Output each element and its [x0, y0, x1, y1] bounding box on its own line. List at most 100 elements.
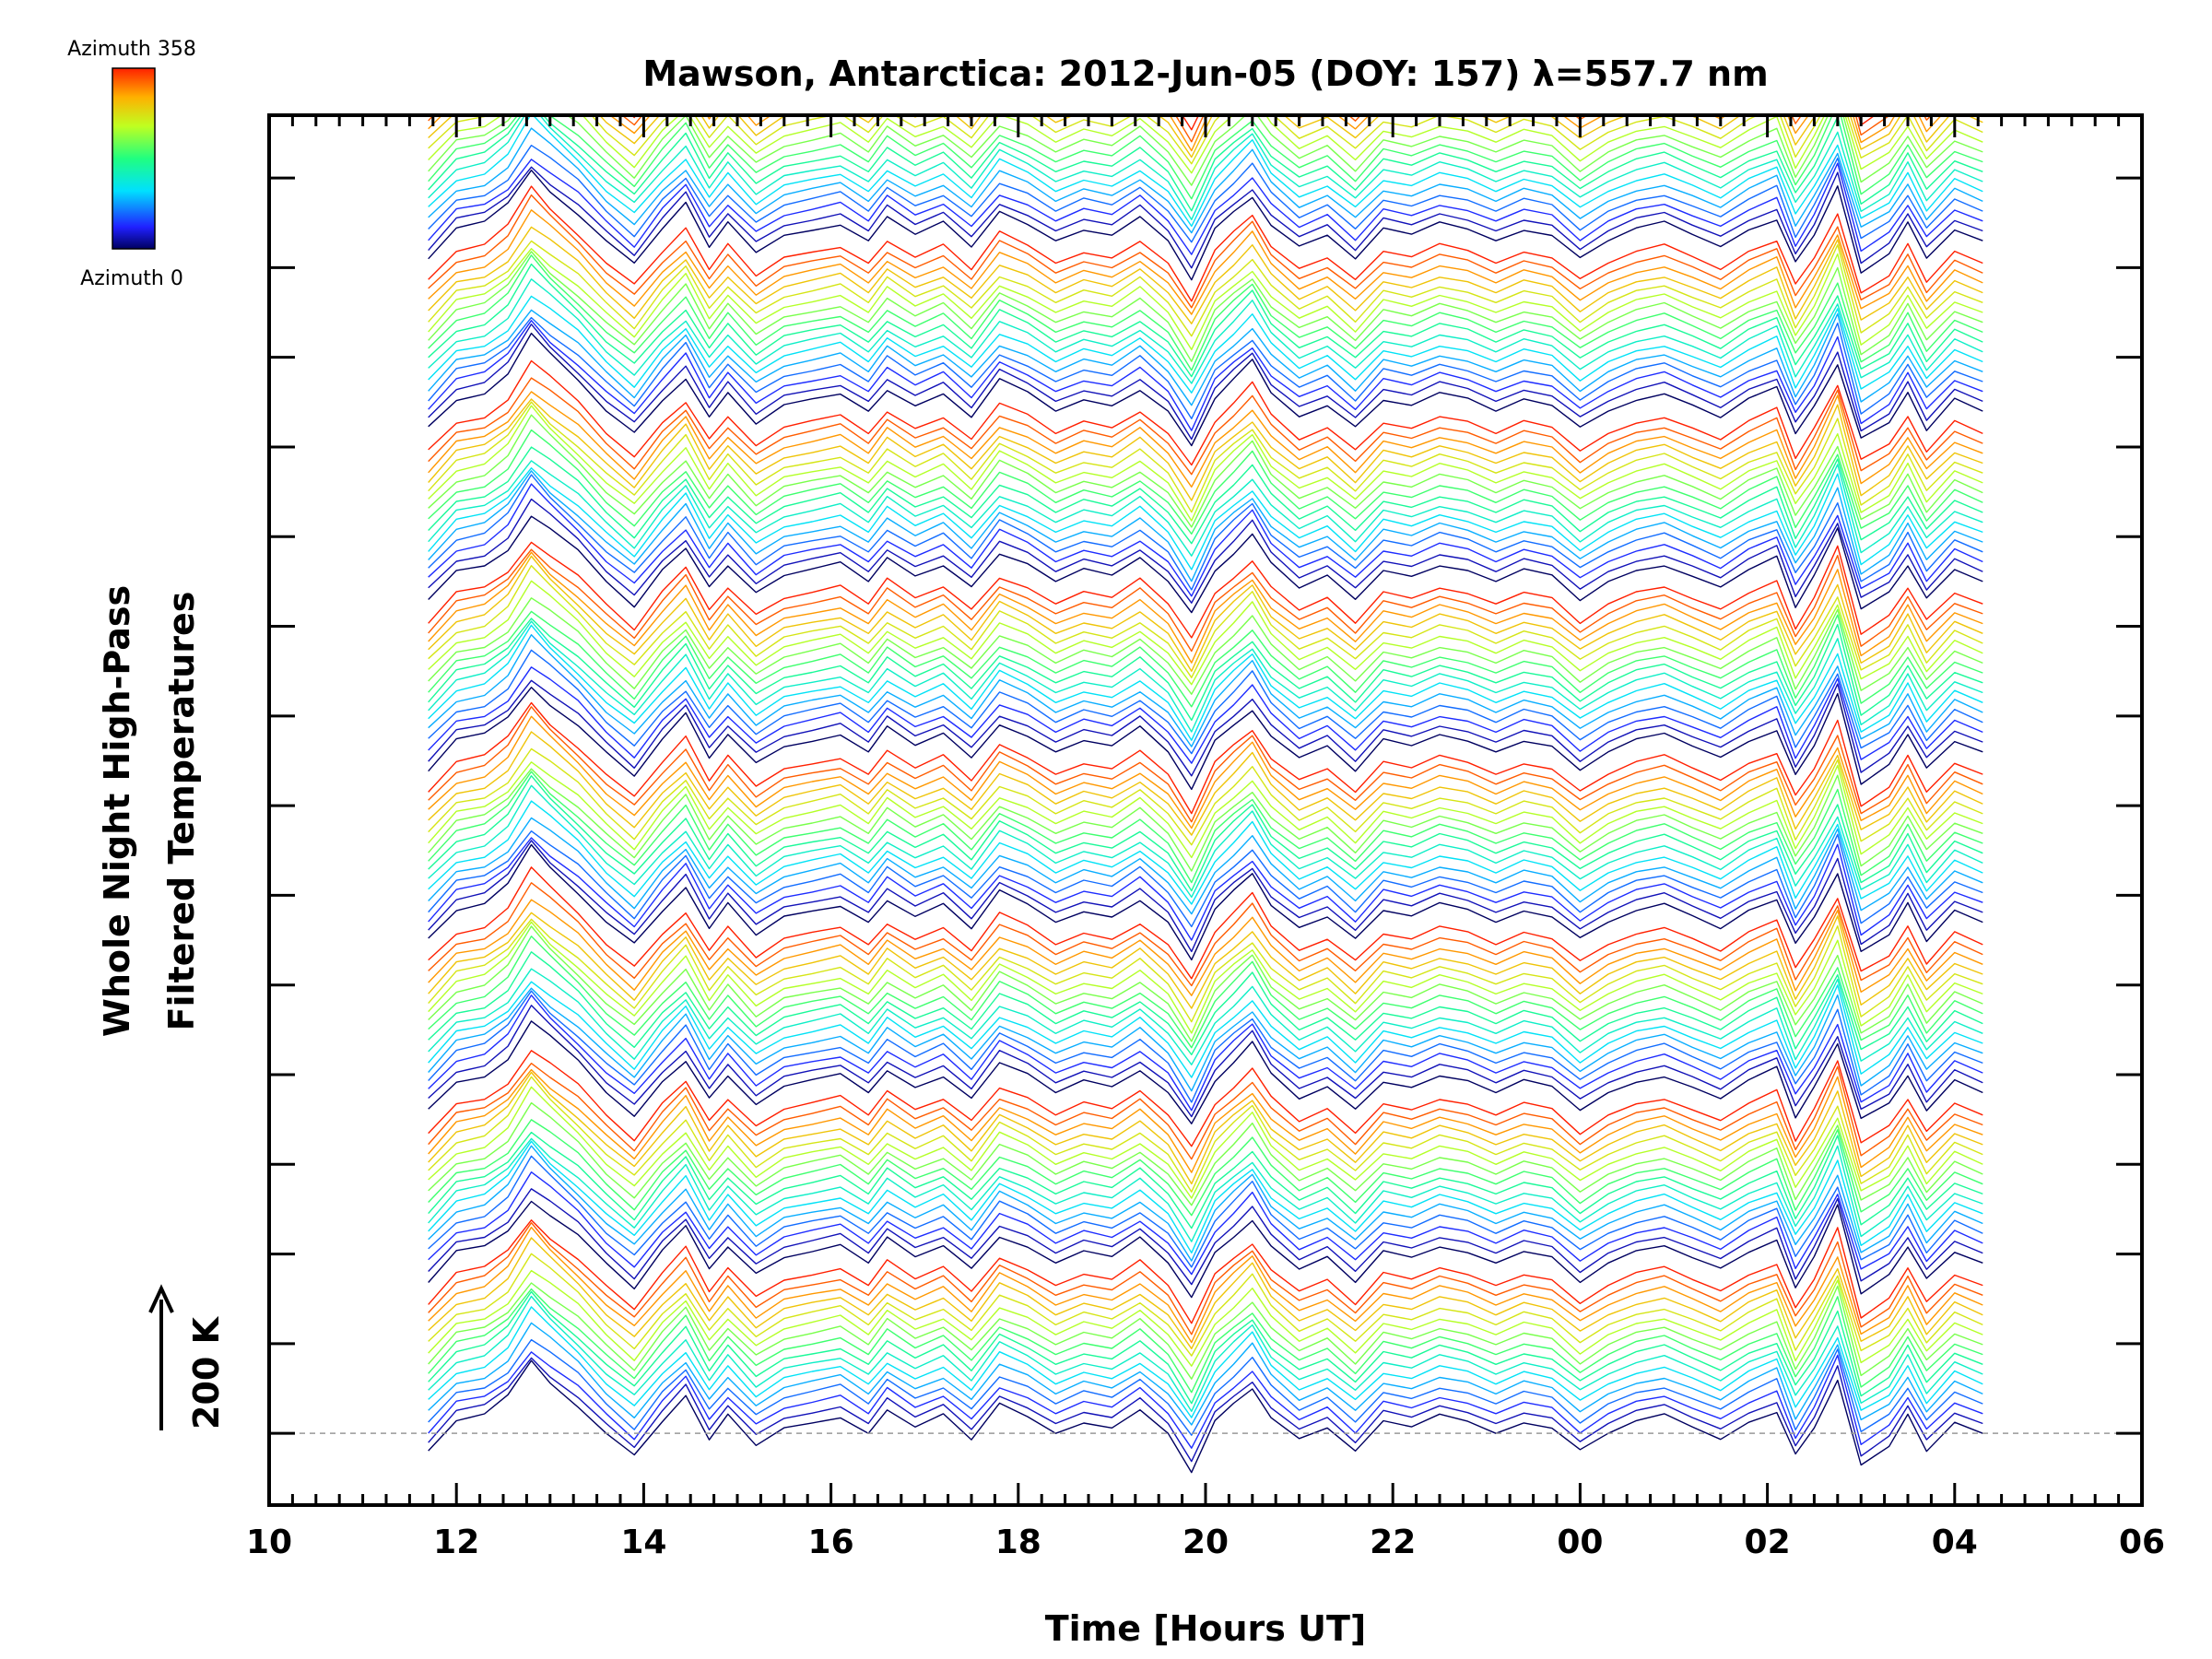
- series-line: [428, 320, 1983, 431]
- series-line: [428, 768, 1983, 872]
- series-line: [428, 990, 1983, 1103]
- colorbar: Azimuth 358 Azimuth 0: [67, 38, 196, 290]
- series-line: [428, 377, 1983, 476]
- series-line: [428, 1290, 1983, 1405]
- scale-indicator: 200 K: [148, 1284, 227, 1430]
- series-line: [428, 701, 1983, 815]
- series-line: [428, 159, 1983, 255]
- series-line: [428, 775, 1983, 892]
- series-line: [428, 226, 1983, 324]
- colorbar-top-label: Azimuth 358: [67, 38, 196, 61]
- series-line: [428, 837, 1983, 941]
- series-line: [428, 1222, 1983, 1335]
- scale-label: 200 K: [186, 1315, 227, 1430]
- series-line: [428, 747, 1983, 846]
- series-line: [428, 470, 1983, 582]
- series-line: [428, 115, 1983, 165]
- series-line: [428, 248, 1983, 350]
- series-line: [428, 1155, 1983, 1268]
- x-tick-label: 12: [433, 1524, 479, 1561]
- series-line: [428, 1076, 1983, 1193]
- series-line: [428, 1119, 1983, 1217]
- x-tick-label: 06: [2119, 1524, 2165, 1561]
- series-line: [428, 618, 1983, 722]
- series-line: [428, 1351, 1983, 1449]
- series-line: [428, 840, 1983, 953]
- series-line: [428, 1200, 1983, 1299]
- series-layer: [428, 115, 1983, 1474]
- x-axis-label: Time [Hours UT]: [1045, 1608, 1367, 1649]
- series-line: [428, 209, 1983, 315]
- series-line: [428, 830, 1983, 928]
- x-tick-label: 14: [620, 1524, 666, 1561]
- series-line: [428, 474, 1983, 591]
- series-line: [428, 170, 1983, 281]
- series-line: [428, 467, 1983, 571]
- colorbar-gradient: [112, 67, 156, 250]
- series-line: [428, 761, 1983, 859]
- series-line: [428, 935, 1983, 1049]
- x-tick-labels: 10 12 14 16 18 20 22 00 02 04 06: [246, 1524, 2165, 1561]
- series-line: [428, 800, 1983, 905]
- series-line: [428, 498, 1983, 604]
- series-line: [428, 925, 1983, 1042]
- series-line: [428, 359, 1983, 466]
- series-line: [428, 332, 1983, 447]
- series-line: [428, 483, 1983, 597]
- series-line: [428, 912, 1983, 1009]
- series-line: [428, 882, 1983, 987]
- series-line: [428, 843, 1983, 961]
- series-line: [428, 918, 1983, 1023]
- series-line: [428, 771, 1983, 884]
- series-line: [428, 1137, 1983, 1242]
- series-line: [428, 1338, 1983, 1436]
- x-tick-label: 02: [1745, 1524, 1791, 1561]
- series-line: [428, 634, 1983, 747]
- series-line: [428, 115, 1983, 220]
- series-line: [428, 1101, 1983, 1206]
- series-line: [428, 994, 1983, 1112]
- series-line: [428, 706, 1983, 823]
- series-line: [428, 115, 1983, 212]
- series-line: [428, 565, 1983, 678]
- series-line: [428, 1086, 1983, 1199]
- series-line: [428, 194, 1983, 309]
- series-line: [428, 1282, 1983, 1380]
- x-tick-label: 22: [1370, 1524, 1416, 1561]
- series-line: [428, 548, 1983, 653]
- series-line: [428, 324, 1983, 441]
- series-line: [428, 610, 1983, 708]
- series-line: [428, 1359, 1983, 1474]
- series-line: [428, 666, 1983, 764]
- x-tick-label: 04: [1932, 1524, 1978, 1561]
- series-line: [428, 316, 1983, 419]
- series-line: [428, 240, 1983, 337]
- series-line: [428, 541, 1983, 639]
- series-line: [428, 1188, 1983, 1286]
- series-line: [428, 254, 1983, 371]
- series-line: [428, 649, 1983, 755]
- series-line: [428, 1288, 1983, 1394]
- series-line: [428, 1226, 1983, 1344]
- series-line: [428, 405, 1983, 522]
- series-line: [428, 295, 1983, 394]
- series-line: [428, 1295, 1983, 1412]
- series-line: [428, 981, 1983, 1078]
- series-line: [428, 309, 1983, 406]
- series-line: [428, 987, 1983, 1092]
- series-line: [428, 731, 1983, 836]
- series-line: [428, 555, 1983, 672]
- series-line: [428, 429, 1983, 535]
- series-line: [428, 1131, 1983, 1230]
- series-line: [428, 1253, 1983, 1357]
- series-line: [428, 401, 1983, 513]
- series-line: [428, 446, 1983, 545]
- x-tick-label: 20: [1182, 1524, 1229, 1561]
- scale-arrow-icon: [148, 1284, 174, 1313]
- x-tick-label: 18: [995, 1524, 1041, 1561]
- series-line: [428, 715, 1983, 830]
- series-line: [428, 1269, 1983, 1367]
- series-line: [428, 899, 1983, 996]
- series-line: [428, 1357, 1983, 1463]
- series-line: [428, 1145, 1983, 1262]
